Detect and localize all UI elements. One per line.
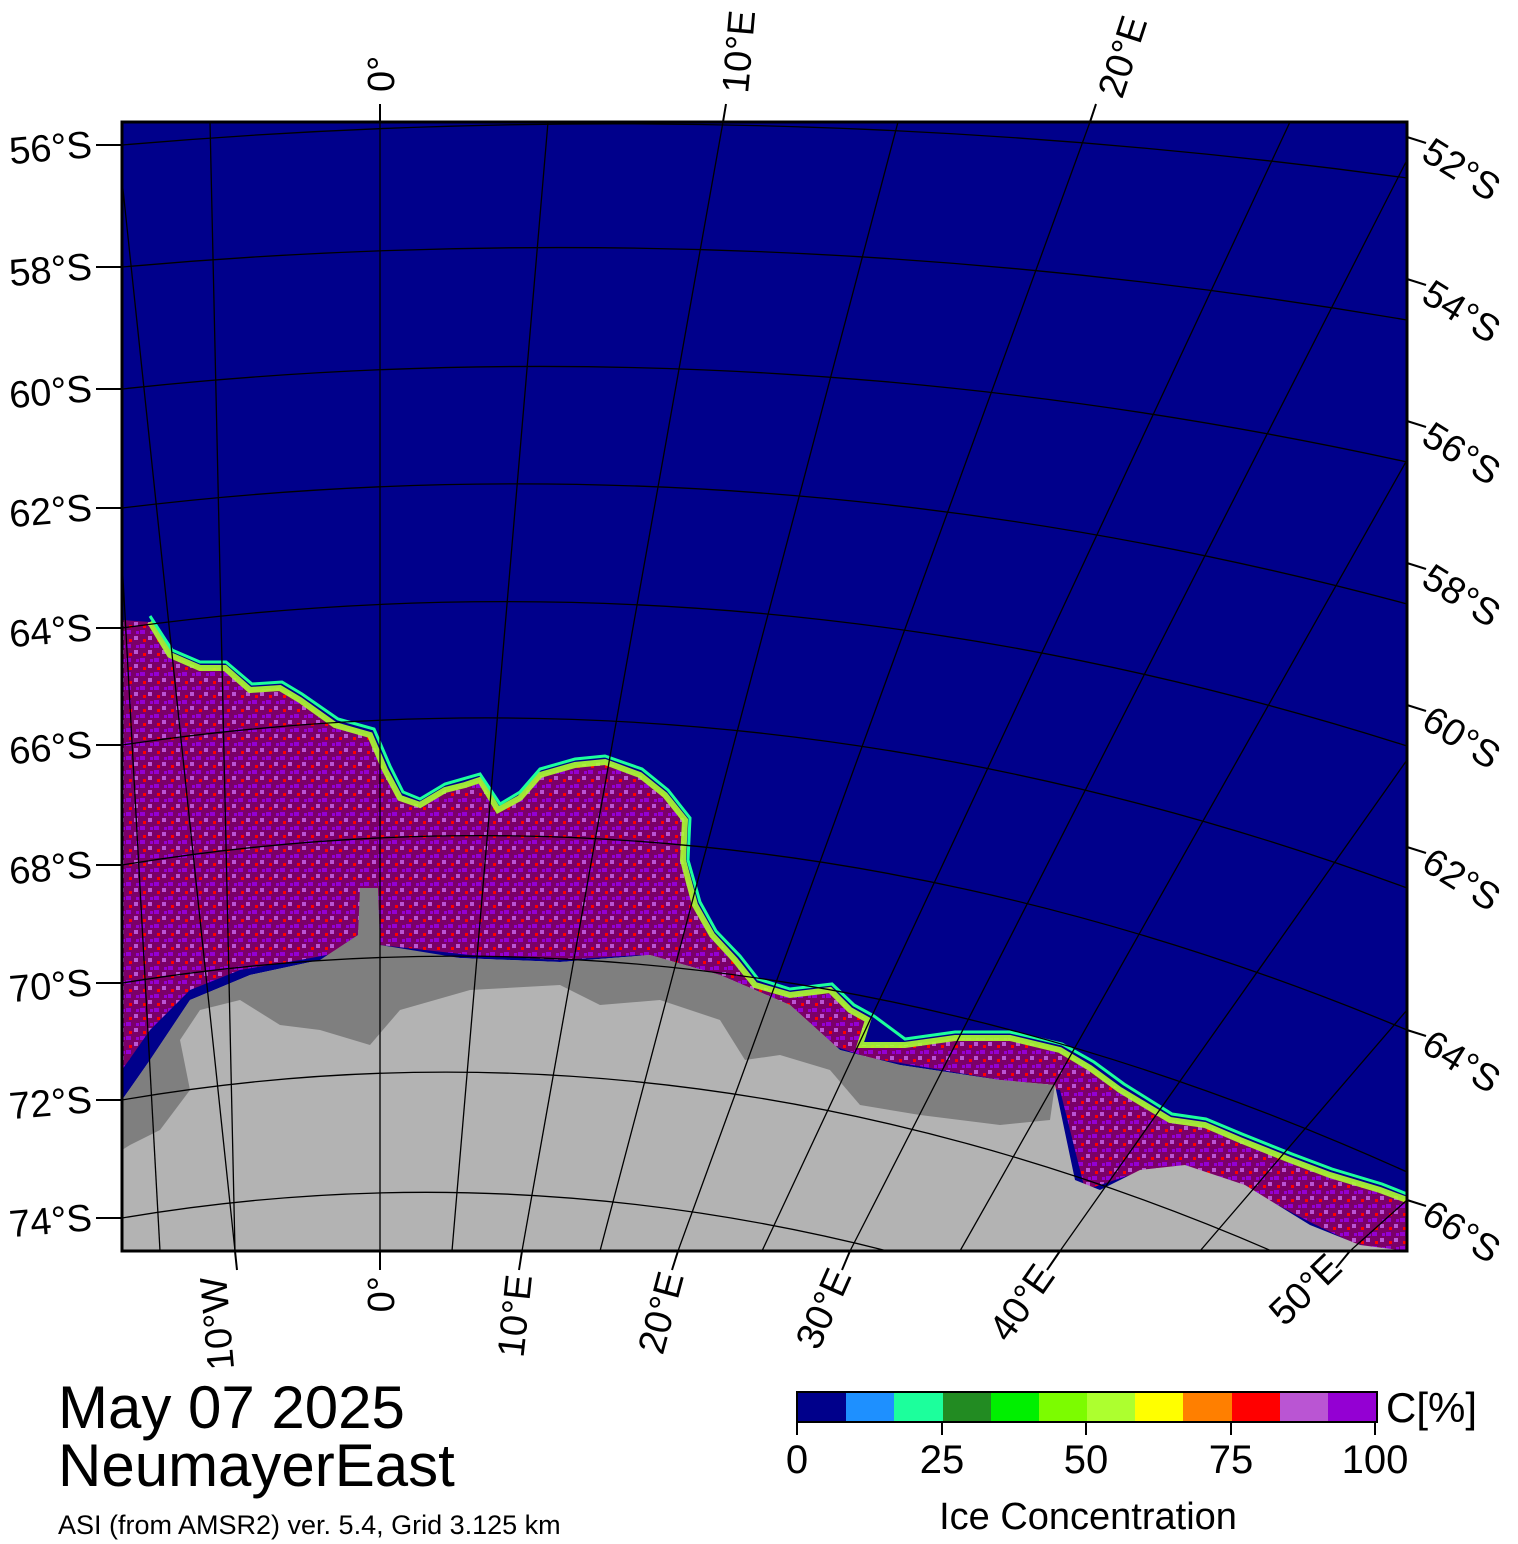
land-area (122, 950, 1407, 1251)
colorbar-tick (796, 1421, 798, 1435)
lat-label: 58°S (8, 246, 94, 295)
lon-label: 20°E (631, 1267, 693, 1358)
colorbar-swatch (1087, 1393, 1136, 1421)
colorbar-swatch (846, 1393, 895, 1421)
lat-labels-right: 52°S 54°S 56°S 58°S 60°S 62°S 64°S 66°S (1415, 131, 1507, 1273)
lat-label: 70°S (8, 962, 94, 1011)
frame-ticks (96, 103, 1427, 1271)
region-name: NeumayerEast (58, 1432, 455, 1499)
lon-label: 30°E (788, 1263, 860, 1356)
ice-shelf-area (122, 888, 1055, 1150)
lon-label: 50°E (1262, 1246, 1351, 1334)
lat-label: 58°S (1415, 557, 1507, 637)
ice-edge-fringe (147, 620, 1407, 1203)
lon-label: 10°E (491, 1273, 541, 1360)
colorbar-swatch (942, 1393, 991, 1421)
colorbar-tick-label: 50 (1063, 1438, 1109, 1482)
colorbar-tick (1085, 1421, 1087, 1435)
lon-labels-bottom: 10°W 0° 10°E 20°E 30°E 40°E 50°E (193, 1246, 1350, 1372)
lat-label: 52°S (1415, 131, 1507, 211)
colorbar-tick-label: 25 (919, 1438, 965, 1482)
colorbar-unit: C[%] (1386, 1384, 1478, 1431)
lat-label: 56°S (1415, 415, 1507, 495)
colorbar-tick (1374, 1421, 1376, 1435)
lon-label: 0° (361, 56, 403, 92)
lat-label: 74°S (8, 1197, 94, 1246)
lat-label: 56°S (8, 124, 94, 173)
meridians (122, 122, 1407, 1251)
lon-label: 0° (361, 1276, 403, 1312)
colorbar-tick (1230, 1421, 1232, 1435)
lat-label: 60°S (1415, 699, 1507, 779)
colorbar-tick-label: 0 (785, 1438, 809, 1482)
lon-label: 10°W (193, 1275, 243, 1372)
colorbar-swatch (1279, 1393, 1328, 1421)
parallels (122, 123, 1407, 1251)
colorbar-swatch (990, 1393, 1039, 1421)
lat-label: 66°S (8, 724, 94, 773)
lon-label: 20°E (1091, 11, 1157, 103)
colorbar-tick (941, 1421, 943, 1435)
colorbar-swatch (1135, 1393, 1184, 1421)
colorbar-swatch (1231, 1393, 1280, 1421)
lat-label: 60°S (8, 368, 94, 417)
lat-label: 54°S (1415, 273, 1507, 353)
colorbar-tick-label: 100 (1341, 1438, 1409, 1482)
colorbar-swatch (894, 1393, 943, 1421)
colorbar-swatch (1183, 1393, 1232, 1421)
sea-ice-area (122, 620, 1407, 1251)
colorbar-swatch (1327, 1393, 1377, 1421)
lon-label: 40°E (981, 1257, 1063, 1349)
lat-label: 72°S (8, 1079, 94, 1128)
colorbar-tick-label: 75 (1208, 1438, 1254, 1482)
lat-label: 64°S (1415, 1023, 1507, 1103)
colorbar-swatch (1038, 1393, 1088, 1421)
data-credit: ASI (from AMSR2) ver. 5.4, Grid 3.125 km (58, 1510, 561, 1540)
colorbar-title: Ice Concentration (939, 1496, 1237, 1538)
graticule (122, 122, 1407, 1251)
colorbar-swatch (798, 1393, 847, 1421)
lon-label: 10°E (715, 9, 764, 95)
lat-label: 62°S (1415, 841, 1507, 921)
map-date: May 07 2025 (58, 1374, 405, 1441)
lat-label: 64°S (8, 607, 94, 656)
map-frame (120, 120, 1409, 1253)
lat-label: 62°S (8, 487, 94, 536)
ice-edge-outer (148, 615, 1407, 1196)
lat-label: 66°S (1415, 1193, 1507, 1273)
lat-label: 68°S (8, 844, 94, 893)
lon-labels-top: 0° 10°E 20°E (361, 9, 1156, 103)
lat-labels-left: 56°S 58°S 60°S 62°S 64°S 66°S 68°S 70°S … (8, 124, 94, 1246)
colorbar (796, 1391, 1378, 1423)
